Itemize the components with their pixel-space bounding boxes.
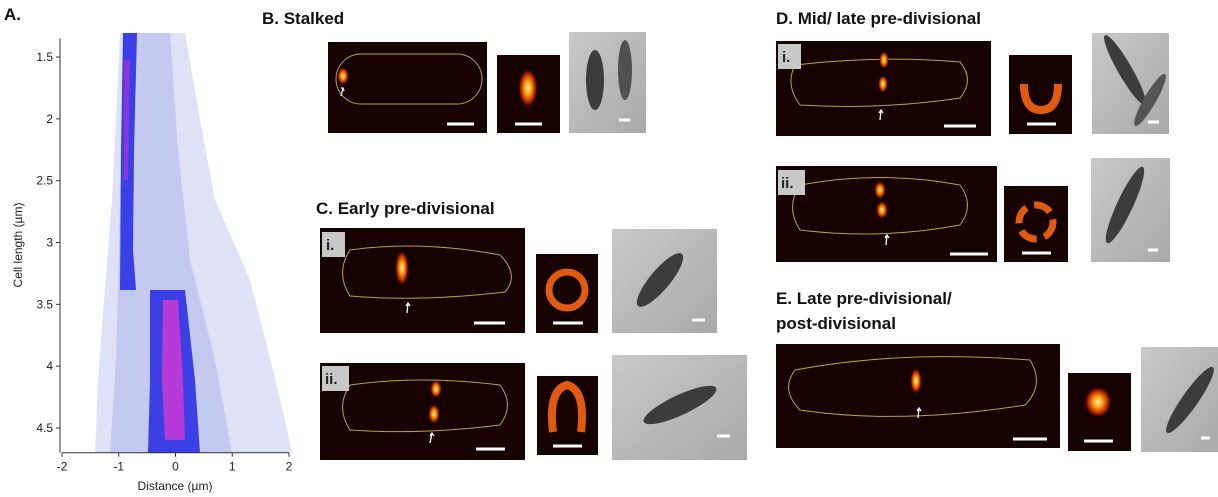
panel-title: E. Late pre-divisional/ (776, 289, 952, 308)
x-tick-label: 2 (286, 460, 293, 474)
x-tick-label: -2 (57, 460, 68, 474)
row-label: i. (326, 237, 334, 254)
x-axis-label: Distance (µm) (138, 479, 213, 493)
y-tick-label: 2 (46, 112, 53, 126)
y-tick-label: 2.5 (36, 174, 53, 188)
row-label: ii. (325, 371, 338, 388)
y-axis-label: Cell length (µm) (11, 203, 25, 288)
y-tick-label: 3.5 (36, 297, 53, 311)
panel-label: A. (4, 5, 21, 24)
micrograph (320, 228, 747, 460)
panel-title: D. Mid/ late pre-divisional (776, 9, 981, 28)
panel-title: B. Stalked (262, 9, 344, 28)
panel-title: C. Early pre-divisional (316, 199, 495, 218)
x-tick-label: -1 (113, 460, 124, 474)
heatmap (95, 33, 292, 453)
y-tick-label: 1.5 (36, 50, 53, 64)
x-tick-label: 0 (172, 460, 179, 474)
y-tick-label: 4.5 (36, 421, 53, 435)
y-tick-label: 3 (46, 236, 53, 250)
y-tick-label: 4 (46, 359, 53, 373)
micrograph (776, 344, 1218, 452)
row-label: ii. (781, 175, 794, 192)
micrograph (776, 32, 1170, 262)
figure: A. Distance (µm) Cell length (µm) -2 -1 0 1… (0, 0, 1218, 497)
x-tick-label: 1 (229, 460, 236, 474)
row-label: i. (782, 49, 790, 66)
micrograph (328, 32, 646, 133)
panel-title: post-divisional (776, 314, 896, 333)
